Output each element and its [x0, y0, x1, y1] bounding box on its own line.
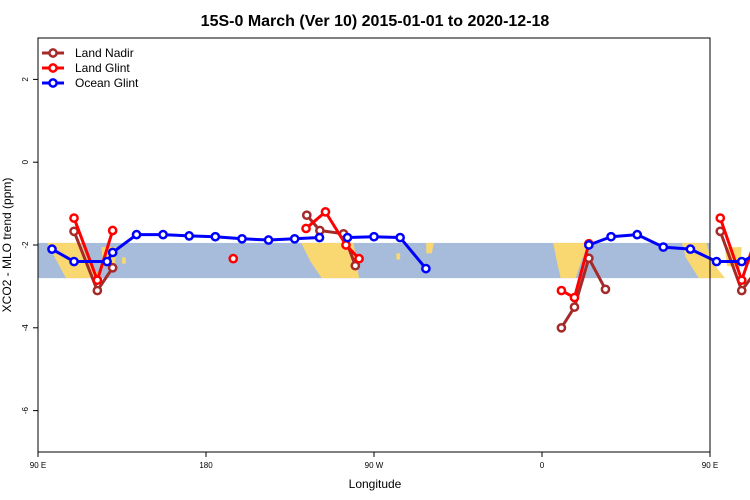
series-line [588, 233, 750, 264]
data-point [685, 244, 696, 254]
legend-marker [48, 63, 58, 73]
legend-label: Land Glint [75, 61, 130, 75]
data-point [736, 256, 747, 267]
series-line [347, 235, 428, 270]
data-point [350, 260, 361, 271]
data-point [92, 285, 103, 296]
data-point [369, 231, 379, 242]
data-point [237, 233, 247, 244]
y-tick-label: -2 [21, 241, 30, 249]
y-tick-label: -6 [21, 406, 30, 414]
data-point [715, 213, 726, 223]
legend-label: Land Nadir [75, 46, 134, 60]
data-point [395, 232, 405, 243]
y-axis-label: XCO2 - MLO trend (ppm) [0, 178, 14, 313]
data-point [131, 229, 142, 240]
series-line [305, 210, 361, 260]
data-point [632, 229, 643, 240]
data-point [569, 292, 580, 303]
series-ocean-glint [47, 229, 750, 274]
y-tick-label: 0 [21, 159, 30, 164]
data-point [47, 244, 57, 254]
data-point [354, 253, 364, 264]
chart-title: 15S-0 March (Ver 10) 2015-01-01 to 2020-… [201, 13, 550, 30]
data-point [658, 242, 669, 252]
data-point [107, 225, 118, 236]
data-point [69, 256, 79, 267]
data-point [314, 232, 325, 243]
data-point [421, 263, 431, 274]
data-point [342, 232, 353, 243]
map-band [38, 242, 750, 279]
data-point [301, 210, 312, 221]
legend-label: Ocean Glint [75, 76, 139, 90]
data-point [69, 213, 79, 223]
data-point [107, 247, 118, 258]
y-tick-label: 2 [21, 77, 30, 82]
data-point [606, 231, 616, 242]
x-tick-label: 90 E [702, 461, 718, 470]
y-axis: 2 0 -2 -4 -6 [21, 77, 38, 414]
ocean-band [38, 242, 710, 279]
data-point [736, 285, 747, 296]
x-axis-label: Longitude [349, 477, 402, 491]
data-point [600, 284, 611, 295]
land-patch [553, 242, 589, 279]
data-point [556, 322, 567, 333]
legend-marker [48, 48, 58, 58]
land-patch [122, 257, 126, 264]
land-patch [301, 242, 360, 279]
data-point [301, 223, 311, 234]
x-tick-label: 180 [199, 461, 213, 470]
data-point [341, 240, 351, 250]
data-point [289, 233, 300, 244]
data-point [210, 231, 221, 242]
data-point [736, 275, 747, 286]
data-point [107, 262, 118, 273]
land-patch [426, 242, 434, 254]
legend-marker [48, 78, 58, 88]
data-point [92, 275, 103, 286]
y-tick-label: -4 [21, 324, 30, 332]
series-line [560, 256, 607, 329]
data-point [711, 256, 722, 267]
x-tick-label: 90 W [365, 461, 384, 470]
data-point [158, 229, 168, 240]
data-point [556, 285, 567, 296]
series-layer [47, 207, 750, 333]
data-point [263, 235, 274, 245]
data-point [184, 231, 195, 241]
data-point [102, 256, 112, 267]
data-point [569, 302, 580, 312]
x-axis: 90 E 180 90 W 0 90 E [30, 452, 718, 470]
x-tick-label: 90 E [30, 461, 46, 470]
data-point [228, 253, 239, 264]
data-point [584, 240, 594, 250]
x-tick-label: 0 [540, 461, 545, 470]
land-patch [396, 253, 401, 260]
data-point [320, 207, 331, 217]
